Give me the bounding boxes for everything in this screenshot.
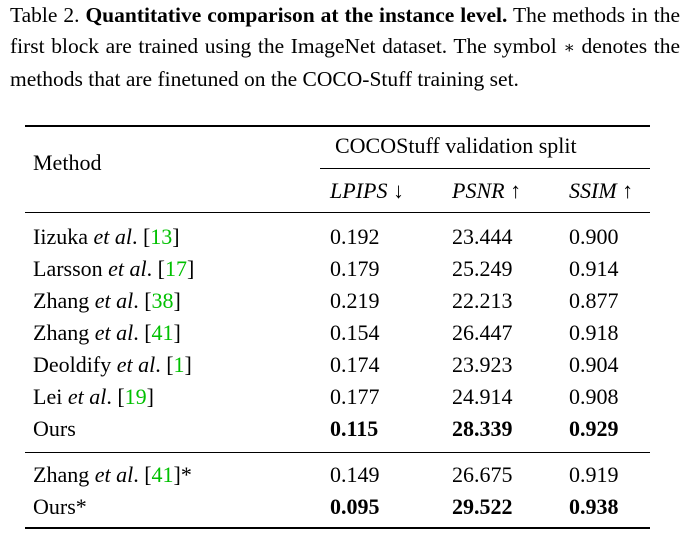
- citation-link[interactable]: 41: [151, 320, 174, 345]
- et-al-dot: . [: [133, 288, 152, 313]
- up-arrow-icon: ↑: [622, 178, 634, 203]
- et-al: et al: [94, 288, 134, 313]
- citation-close: ]: [173, 288, 181, 313]
- et-al-dot: . [: [131, 224, 151, 249]
- metric-name: PSNR: [452, 178, 505, 203]
- method-label: Zhang: [33, 288, 95, 313]
- value-psnr: 26.675: [452, 462, 513, 487]
- et-al: et al: [94, 320, 134, 345]
- method-label: Zhang: [33, 462, 95, 487]
- et-al: et al: [108, 256, 147, 281]
- down-arrow-icon: ↓: [392, 178, 404, 203]
- value-lpips: 0.179: [330, 256, 380, 281]
- et-al: et al: [94, 462, 134, 487]
- method-label: Zhang: [33, 320, 95, 345]
- header-metric-ssim: SSIM ↑: [569, 178, 633, 204]
- value-ssim: 0.900: [569, 224, 619, 249]
- citation-link[interactable]: 41: [151, 462, 174, 487]
- et-al-dot: . [: [106, 384, 125, 409]
- value-psnr: 28.339: [452, 416, 513, 441]
- method-name: Ours*: [33, 494, 87, 520]
- method-label: Deoldify: [33, 352, 117, 377]
- value-psnr: 29.522: [452, 494, 513, 519]
- top-rule: [25, 125, 650, 127]
- citation-link[interactable]: 1: [173, 352, 185, 377]
- et-al-dot: . [: [155, 352, 174, 377]
- et-al-dot: . [: [133, 462, 152, 487]
- value-ssim: 0.914: [569, 256, 619, 281]
- group-rule: [320, 168, 650, 169]
- method-name: Zhang et al. [41]*: [33, 462, 192, 488]
- value-lpips: 0.219: [330, 288, 380, 313]
- value-lpips: 0.174: [330, 352, 380, 377]
- citation-link[interactable]: 13: [150, 224, 173, 249]
- header-rule: [25, 212, 650, 213]
- method-label: Iizuka: [33, 224, 94, 249]
- value-lpips: 0.095: [330, 494, 380, 519]
- caption-title: Quantitative comparison at the instance …: [85, 3, 508, 27]
- value-lpips: 0.177: [330, 384, 380, 409]
- value-psnr: 24.914: [452, 384, 513, 409]
- header-group: COCOStuff validation split: [335, 133, 577, 158]
- up-arrow-icon: ↑: [510, 178, 522, 203]
- citation-close: ]: [146, 384, 154, 409]
- value-lpips: 0.192: [330, 224, 380, 249]
- value-ssim: 0.918: [569, 320, 619, 345]
- header-metric-psnr: PSNR ↑: [452, 178, 521, 204]
- header-method: Method: [33, 150, 102, 175]
- citation-link[interactable]: 17: [164, 256, 187, 281]
- header-metric-lpips: LPIPS ↓: [330, 178, 404, 204]
- value-ssim: 0.929: [569, 416, 619, 441]
- metric-name: SSIM: [569, 178, 617, 203]
- block-rule: [25, 452, 650, 453]
- method-name: Larsson et al. [17]: [33, 256, 194, 282]
- value-lpips: 0.149: [330, 462, 380, 487]
- value-psnr: 25.249: [452, 256, 513, 281]
- value-lpips: 0.115: [330, 416, 379, 441]
- method-name: Lei et al. [19]: [33, 384, 154, 410]
- method-name: Ours: [33, 416, 76, 442]
- method-label: Ours*: [33, 494, 87, 519]
- method-name: Iizuka et al. [13]: [33, 224, 180, 250]
- value-ssim: 0.904: [569, 352, 619, 377]
- method-label: Ours: [33, 416, 76, 441]
- citation-close: ]: [173, 320, 181, 345]
- metric-name: LPIPS: [330, 178, 388, 203]
- bottom-rule: [25, 527, 650, 529]
- value-ssim: 0.908: [569, 384, 619, 409]
- value-ssim: 0.877: [569, 288, 619, 313]
- value-psnr: 23.444: [452, 224, 513, 249]
- citation-close: ]*: [173, 462, 192, 487]
- citation-close: ]: [172, 224, 180, 249]
- citation-link[interactable]: 19: [124, 384, 147, 409]
- caption-label: Table 2.: [10, 3, 80, 27]
- citation-close: ]: [186, 256, 195, 281]
- value-psnr: 22.213: [452, 288, 513, 313]
- symbol-asterisk: ∗: [563, 38, 575, 58]
- method-name: Zhang et al. [38]: [33, 288, 181, 314]
- caption-text-2: denotes the methods that are finetuned o…: [10, 34, 681, 91]
- value-ssim: 0.919: [569, 462, 619, 487]
- caption-text-1: The methods in the first block are train…: [10, 3, 680, 58]
- value-psnr: 23.923: [452, 352, 513, 377]
- et-al: et al: [116, 352, 156, 377]
- et-al-dot: . [: [133, 320, 152, 345]
- value-psnr: 26.447: [452, 320, 513, 345]
- citation-link[interactable]: 38: [151, 288, 174, 313]
- et-al: et al: [67, 384, 107, 409]
- value-lpips: 0.154: [330, 320, 380, 345]
- method-name: Zhang et al. [41]: [33, 320, 181, 346]
- et-al: et al: [93, 224, 132, 249]
- method-label: Larsson: [33, 256, 109, 281]
- method-label: Lei: [33, 384, 68, 409]
- citation-close: ]: [184, 352, 192, 377]
- value-ssim: 0.938: [569, 494, 619, 519]
- table-caption: Table 2. Quantitative comparison at the …: [10, 0, 680, 95]
- method-name: Deoldify et al. [1]: [33, 352, 192, 378]
- et-al-dot: . [: [146, 256, 165, 281]
